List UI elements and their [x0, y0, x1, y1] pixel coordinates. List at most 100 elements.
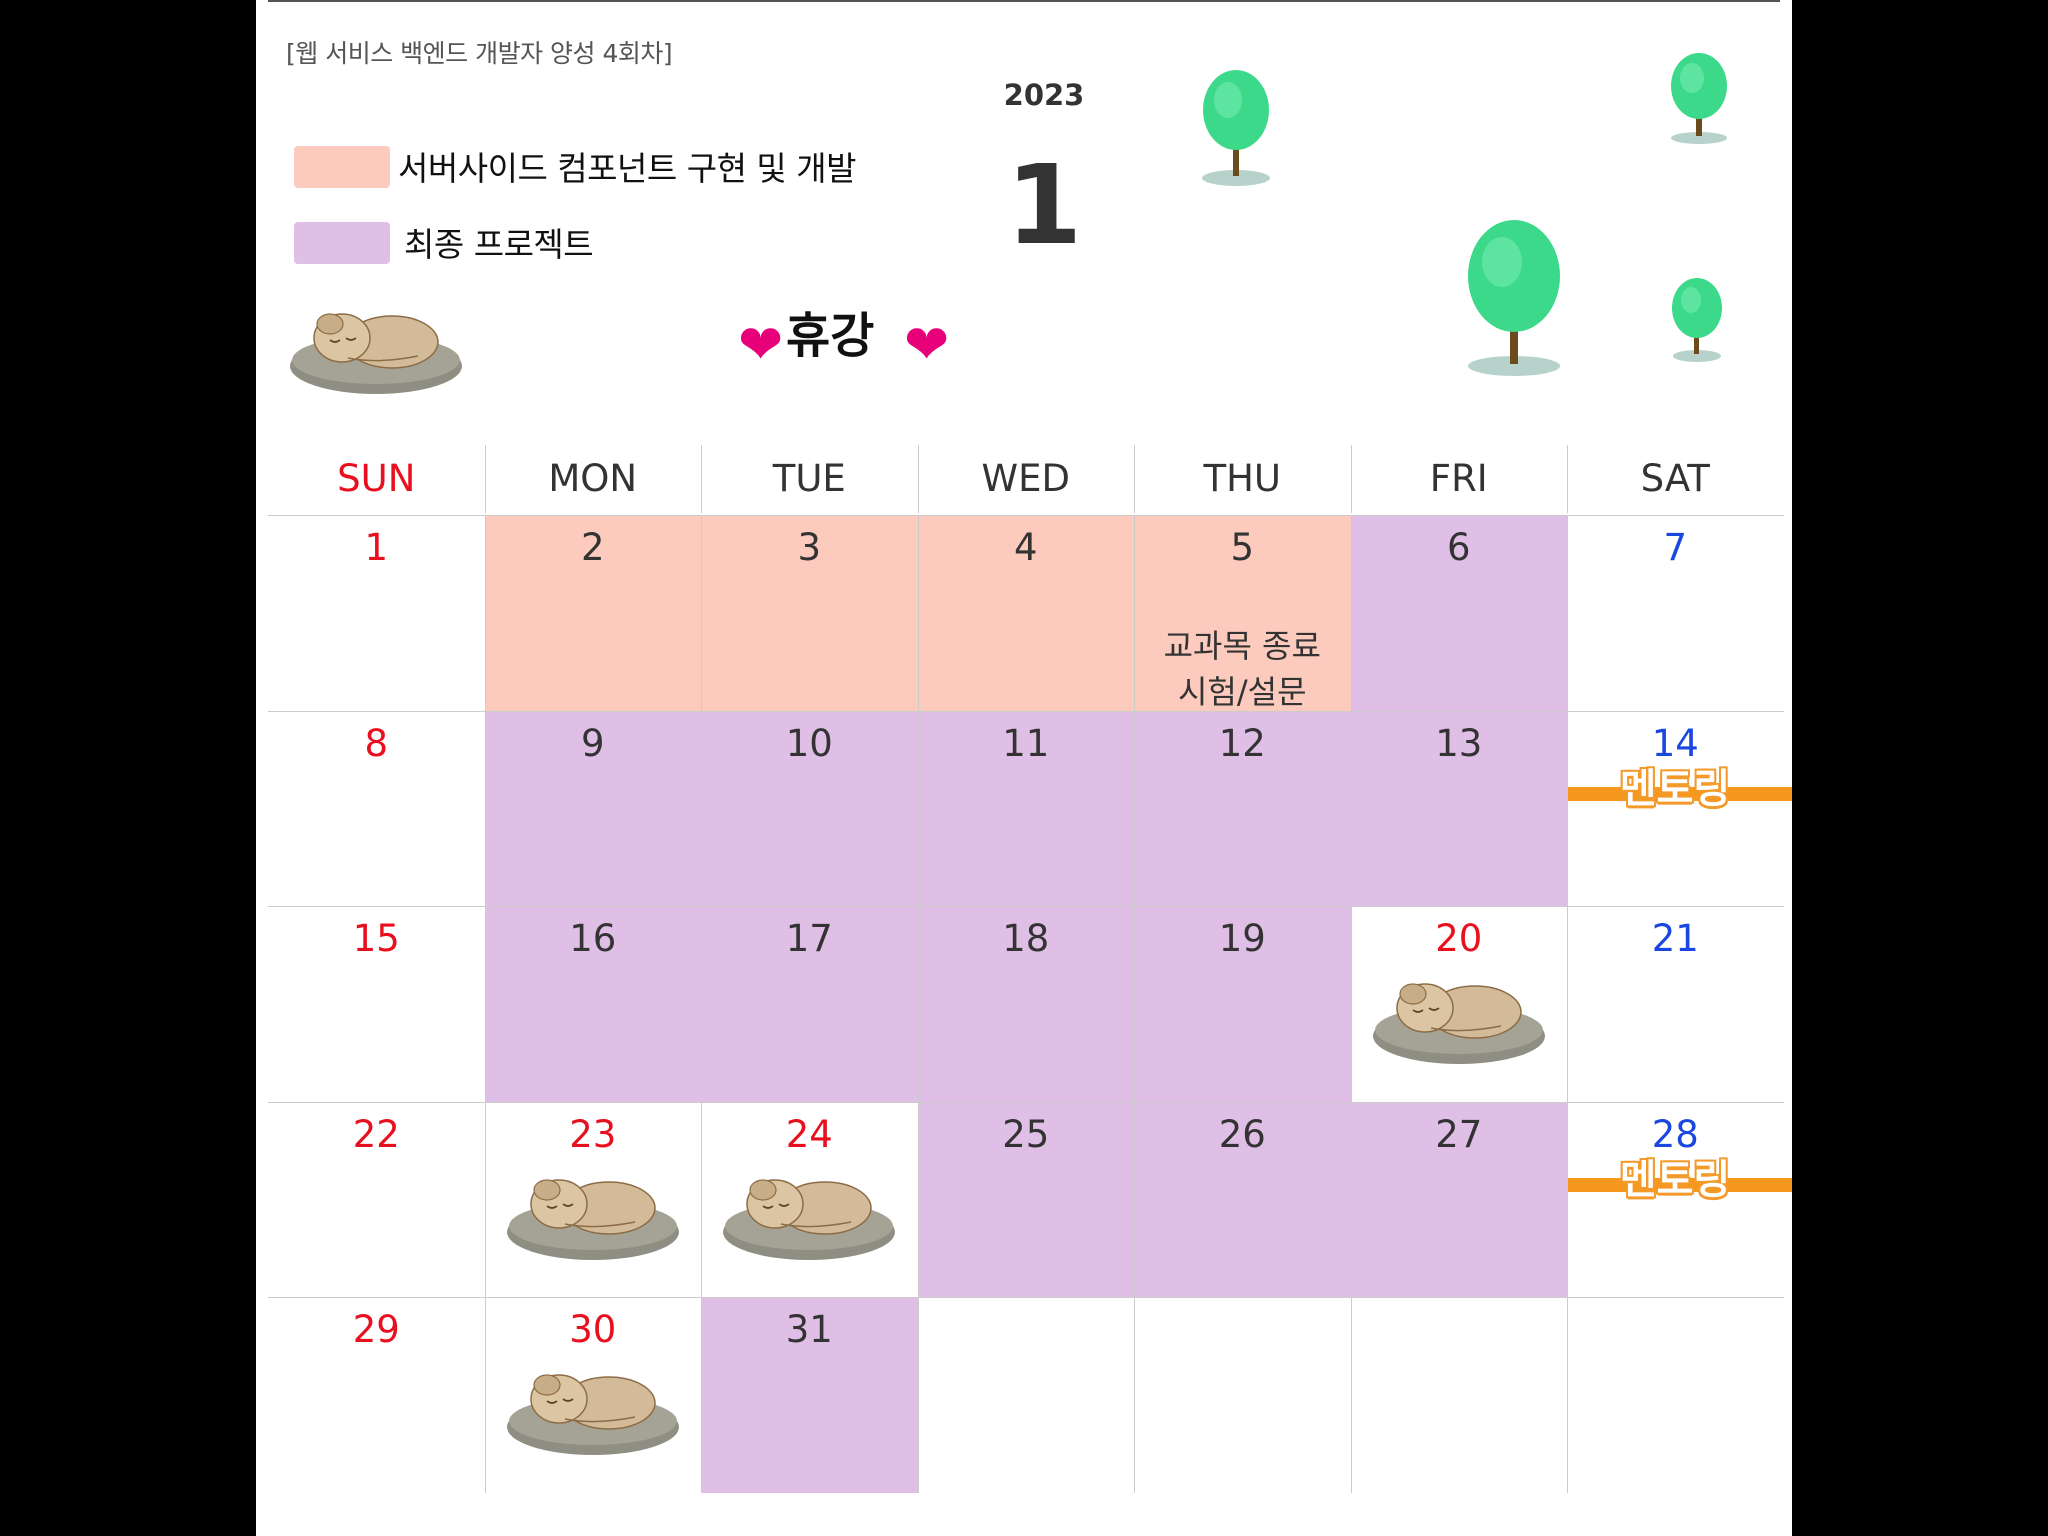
- day-cell: 12: [1134, 710, 1351, 906]
- day-number: 31: [785, 1308, 833, 1351]
- day-cell: 29: [268, 1297, 485, 1493]
- day-cell: 2: [484, 515, 701, 711]
- day-number: 11: [1002, 721, 1050, 765]
- tree-icon: [1468, 220, 1560, 376]
- grid-vertical-line: [1567, 515, 1568, 1493]
- day-cell: 11: [917, 710, 1134, 906]
- day-number: 3: [797, 526, 822, 569]
- heart-icon: ❤: [738, 313, 784, 376]
- day-number: 16: [569, 917, 617, 960]
- weekday-wed: WED: [981, 457, 1070, 500]
- day-cell: 15: [268, 906, 485, 1102]
- day-number: 26: [1218, 1112, 1266, 1156]
- grid-horizontal-line: [268, 515, 1784, 516]
- tree-icon: [1672, 278, 1722, 362]
- header-separator: [1350, 445, 1352, 513]
- weekday-thu: THU: [1203, 457, 1281, 500]
- day-number: 23: [569, 1112, 617, 1156]
- day-number: 20: [1435, 917, 1483, 960]
- grid-vertical-line: [1134, 515, 1135, 1493]
- day-cell: 8: [268, 711, 485, 907]
- day-cell: 17: [701, 906, 918, 1102]
- day-number: 7: [1663, 526, 1688, 569]
- day-number: 1: [364, 526, 389, 569]
- sleeping-dog-icon: [723, 1178, 895, 1260]
- grid-vertical-line: [917, 515, 919, 1493]
- day-number: 9: [580, 721, 605, 765]
- day-cell: 14 멘토링: [1567, 711, 1792, 907]
- grid-horizontal-line: [268, 1101, 1784, 1103]
- legend-swatch-project: [294, 222, 390, 264]
- day-cell: 30: [485, 1297, 702, 1493]
- day-number: 12: [1218, 721, 1266, 765]
- course-title: [웹 서비스 백엔드 개발자 양성 4회차]: [286, 39, 673, 68]
- day-number: 25: [1002, 1112, 1050, 1156]
- day-cell: 31: [701, 1297, 918, 1493]
- day-note: 교과목 종료 시험/설문: [1134, 623, 1351, 715]
- day-number: 15: [352, 917, 400, 960]
- day-cell: 24: [701, 1102, 918, 1298]
- sleeping-dog-icon: [506, 1178, 679, 1260]
- header-separator: [917, 445, 919, 513]
- day-cell: 5 교과목 종료 시험/설문: [1134, 515, 1351, 711]
- day-cell: 21: [1567, 906, 1784, 1102]
- grid-horizontal-line: [268, 1297, 1784, 1298]
- day-cell: 20: [1351, 906, 1568, 1102]
- weekday-tue: TUE: [772, 457, 846, 500]
- tree-icon: [1202, 70, 1270, 186]
- day-number: 8: [364, 721, 389, 765]
- day-cell: 9: [484, 710, 701, 906]
- day-note-line: 교과목 종료: [1163, 627, 1321, 665]
- empty-day-cell: [918, 1297, 1135, 1493]
- mentoring-badge: 멘토링: [1567, 761, 1792, 825]
- day-number: 21: [1651, 917, 1699, 960]
- day-number: 17: [785, 917, 833, 960]
- grid-horizontal-line: [268, 710, 1784, 712]
- empty-day-cell: [1351, 1297, 1568, 1493]
- weekday-fri: FRI: [1429, 457, 1488, 500]
- header-separator: [1134, 445, 1135, 513]
- calendar-page: [웹 서비스 백엔드 개발자 양성 4회차] 서버사이드 컴포넌트 구현 및 개…: [256, 0, 1792, 1536]
- year-label: 2023: [1003, 78, 1085, 112]
- day-number: 13: [1435, 721, 1483, 765]
- day-number: 28: [1651, 1112, 1699, 1156]
- tree-icon: [1671, 53, 1727, 144]
- mentoring-badge: 멘토링: [1567, 1152, 1792, 1216]
- grid-vertical-line: [701, 515, 702, 1493]
- weekday-sun: SUN: [337, 457, 416, 500]
- day-number: 10: [785, 721, 833, 765]
- top-rule: [268, 0, 1780, 2]
- day-number: 24: [785, 1112, 833, 1156]
- day-cell: 7: [1567, 515, 1784, 711]
- weekday-sat: SAT: [1640, 457, 1710, 500]
- day-number: 22: [352, 1112, 400, 1156]
- heart-icon: ❤: [904, 313, 950, 376]
- sleeping-dog-icon: [1372, 983, 1545, 1064]
- day-number: 5: [1230, 526, 1255, 569]
- day-cell: 4: [917, 515, 1134, 711]
- legend-label-component: 서버사이드 컴포넌트 구현 및 개발: [398, 149, 857, 188]
- day-number: 30: [569, 1308, 617, 1351]
- day-cell: 26: [1134, 1101, 1351, 1297]
- sleeping-dog-icon: [290, 313, 462, 394]
- mentoring-label: 멘토링: [1619, 1156, 1731, 1203]
- legend-swatch-component: [294, 146, 390, 188]
- day-cell: 16: [484, 906, 701, 1102]
- day-cell: 10: [701, 710, 918, 906]
- legend-label-project: 최종 프로젝트: [404, 225, 594, 264]
- day-number: 29: [352, 1308, 400, 1351]
- mentoring-stripe: [1567, 786, 1792, 801]
- empty-day-cell: [1567, 1297, 1784, 1493]
- grid-horizontal-line: [268, 906, 1784, 907]
- grid-vertical-line: [484, 515, 486, 1493]
- break-legend-label: 휴강: [786, 308, 875, 364]
- weekday-mon: MON: [548, 457, 638, 500]
- day-cell: 27: [1350, 1101, 1567, 1297]
- sleeping-dog-icon: [506, 1374, 679, 1455]
- month-label: 1: [1005, 141, 1083, 269]
- day-cell: 19: [1134, 906, 1351, 1102]
- header-separator: [1567, 445, 1568, 513]
- day-number: 18: [1002, 917, 1050, 960]
- day-cell: 18: [917, 906, 1134, 1102]
- day-cell: 3: [701, 515, 918, 711]
